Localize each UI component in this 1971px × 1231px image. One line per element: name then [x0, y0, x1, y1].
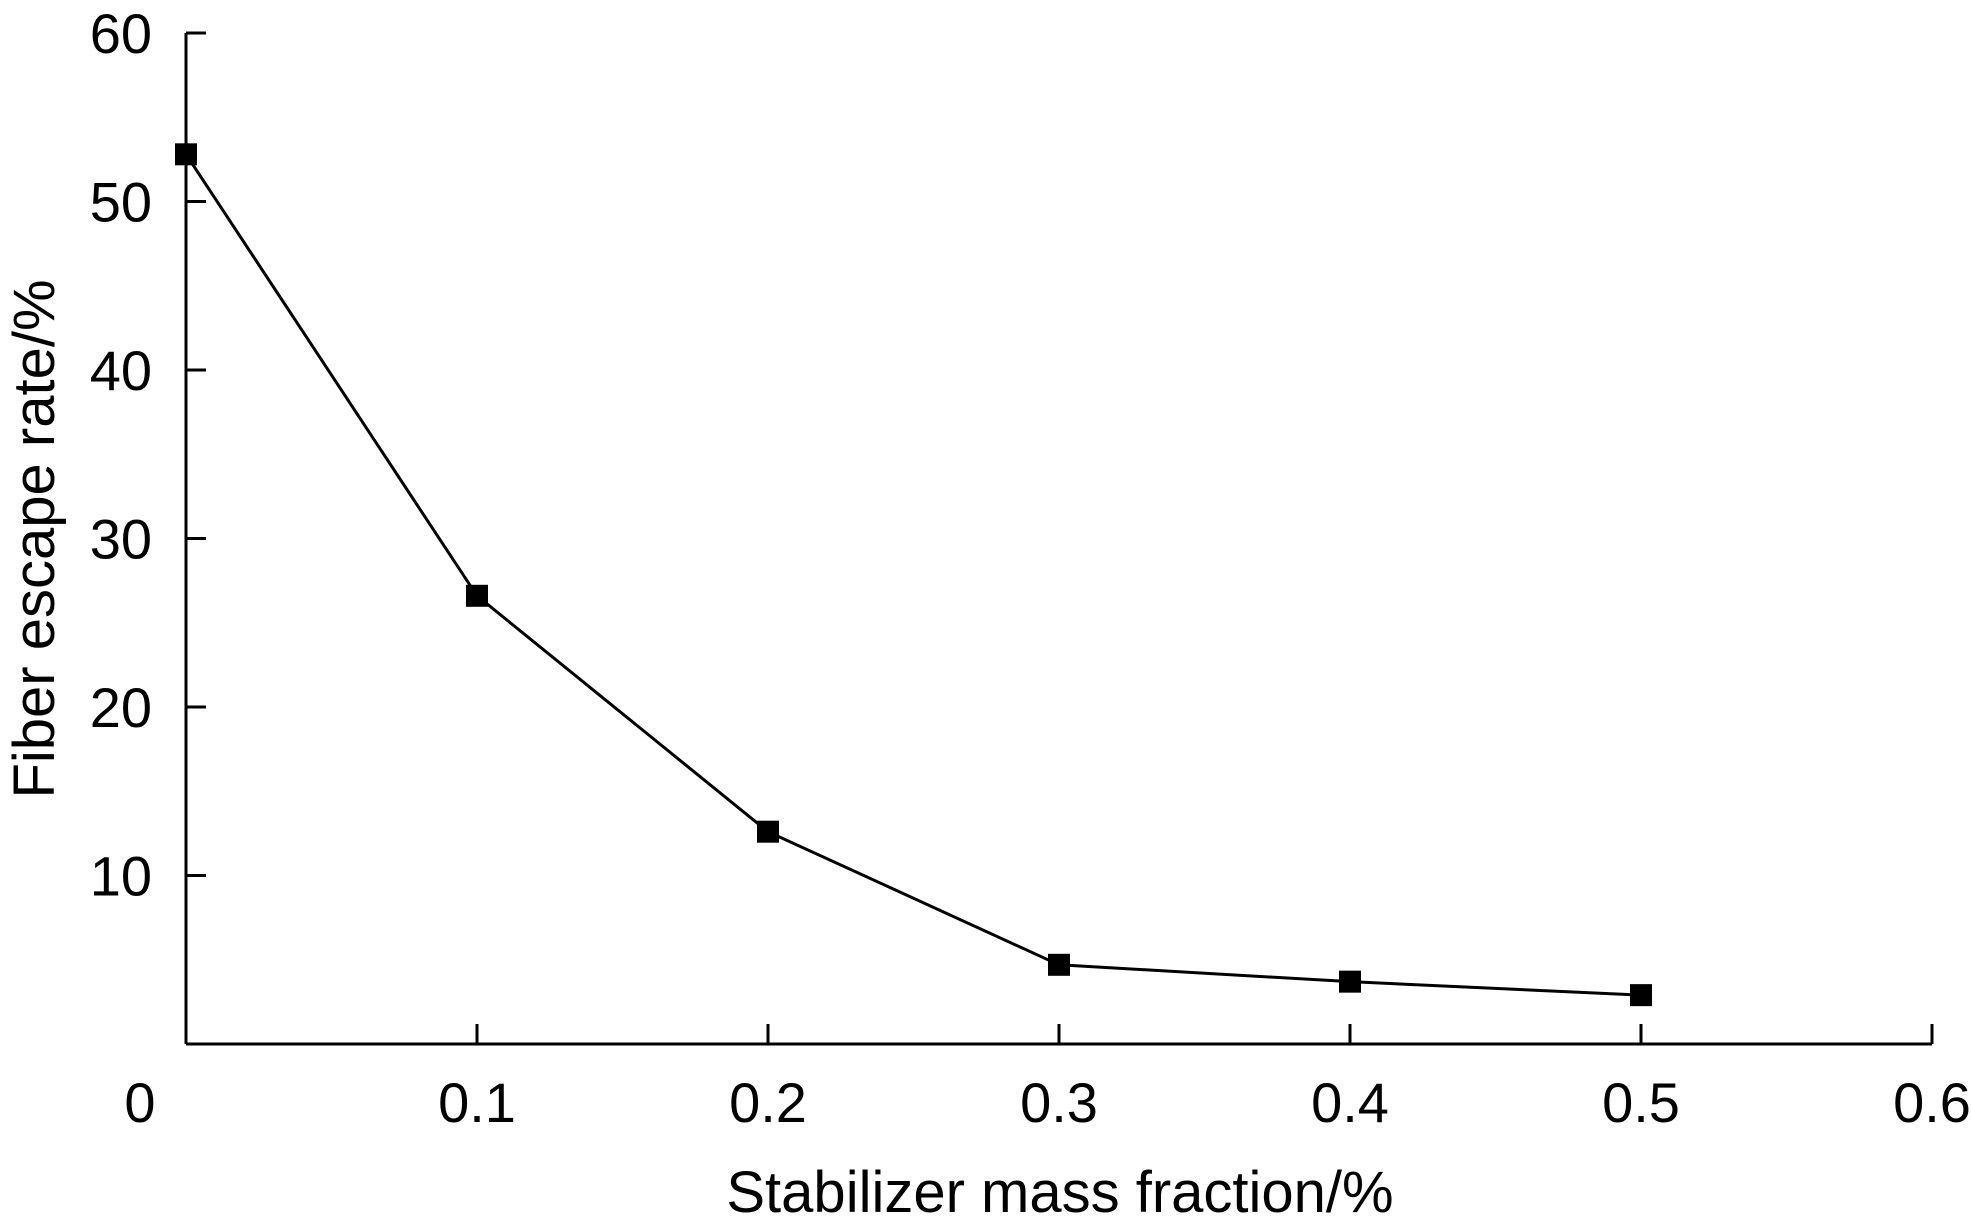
data-point [1630, 984, 1652, 1007]
y-tick-label: 60 [90, 2, 152, 65]
series-line [184, 153, 1642, 997]
x-tick-label: 0.2 [729, 1071, 807, 1134]
data-point [1048, 953, 1070, 976]
series [175, 143, 1652, 1007]
x-tick-label: 0.3 [1020, 1071, 1098, 1134]
x-tick-label: 0.5 [1602, 1071, 1680, 1134]
x-tick-label: 0.1 [438, 1071, 516, 1134]
axes [184, 33, 1932, 1046]
x-ticks: 0 0.1 0.2 0.3 0.4 0.5 0.6 [124, 1024, 1971, 1134]
data-point [175, 143, 197, 166]
x-axis-title: Stabilizer mass fraction/% [726, 1160, 1393, 1225]
y-ticks: 10 20 30 40 50 60 [90, 2, 206, 908]
x-tick-label: 0.6 [1893, 1071, 1971, 1134]
y-tick-label: 30 [90, 508, 152, 571]
x-tick-label: 0 [124, 1071, 155, 1134]
y-axis-title: Fiber escape rate/% [2, 279, 67, 798]
x-tick-label: 0.4 [1311, 1071, 1389, 1134]
y-tick-label: 20 [90, 676, 152, 739]
data-point [757, 820, 779, 843]
data-point [1339, 970, 1361, 993]
y-tick-label: 40 [90, 339, 152, 402]
y-tick-label: 10 [90, 845, 152, 908]
data-point [466, 584, 488, 607]
y-tick-label: 50 [90, 171, 152, 234]
